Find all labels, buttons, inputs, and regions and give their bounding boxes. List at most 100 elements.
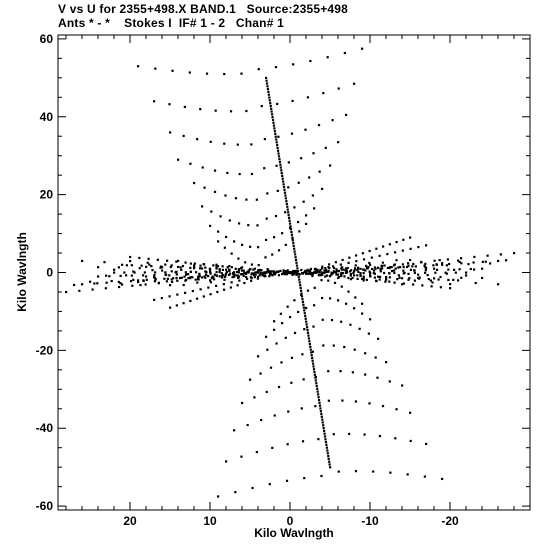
uv-point bbox=[246, 277, 249, 280]
uv-point bbox=[412, 283, 415, 286]
uv-point bbox=[377, 275, 380, 278]
uv-point bbox=[184, 261, 187, 264]
uv-point bbox=[394, 437, 397, 440]
uv-point bbox=[328, 266, 331, 270]
uv-point bbox=[430, 285, 433, 288]
uv-point bbox=[180, 268, 183, 271]
uv-point bbox=[381, 404, 385, 408]
uv-point bbox=[395, 240, 398, 244]
uv-point bbox=[319, 407, 322, 410]
uv-point bbox=[198, 275, 201, 278]
uv-point bbox=[132, 278, 135, 281]
uv-point bbox=[285, 479, 289, 482]
uv-point bbox=[195, 271, 198, 274]
uv-point bbox=[260, 104, 263, 108]
uv-point bbox=[306, 328, 309, 332]
uv-point bbox=[243, 271, 246, 274]
uv-point bbox=[151, 269, 154, 272]
uv-point bbox=[441, 262, 444, 265]
uv-point bbox=[276, 149, 280, 152]
uv-point bbox=[228, 269, 231, 273]
y-tick-label: 60 bbox=[40, 32, 54, 46]
uv-point bbox=[412, 262, 415, 265]
uv-point bbox=[121, 263, 124, 266]
uv-point bbox=[282, 183, 285, 186]
uv-point bbox=[241, 269, 244, 272]
uv-point bbox=[409, 258, 412, 262]
uv-point bbox=[261, 271, 264, 275]
uv-point bbox=[307, 337, 311, 340]
uv-point bbox=[298, 273, 301, 276]
uv-point bbox=[301, 300, 305, 304]
uv-point bbox=[267, 93, 270, 96]
uv-point bbox=[276, 102, 279, 106]
uv-point bbox=[177, 158, 180, 161]
uv-point bbox=[249, 276, 252, 279]
uv-point bbox=[322, 344, 325, 347]
uv-point bbox=[446, 258, 449, 261]
uv-point bbox=[467, 263, 470, 266]
uv-point bbox=[226, 171, 229, 174]
uv-point bbox=[304, 314, 307, 318]
uv-point bbox=[317, 124, 321, 127]
uv-point bbox=[473, 268, 476, 271]
uv-point bbox=[399, 266, 402, 269]
uv-point bbox=[180, 276, 183, 279]
uv-point bbox=[325, 269, 328, 272]
uv-point bbox=[454, 271, 457, 274]
uv-point bbox=[271, 446, 274, 449]
uv-point bbox=[315, 384, 318, 388]
uv-point bbox=[337, 87, 340, 90]
uv-point bbox=[223, 246, 226, 249]
uv-point bbox=[434, 271, 437, 274]
uv-point bbox=[279, 166, 282, 169]
uv-point bbox=[324, 267, 327, 270]
uv-point bbox=[309, 271, 312, 274]
uv-point bbox=[105, 281, 108, 284]
uv-point bbox=[282, 186, 286, 189]
uv-point bbox=[344, 269, 347, 272]
uv-point bbox=[293, 331, 297, 335]
uv-point bbox=[499, 253, 502, 256]
uv-point bbox=[505, 259, 508, 262]
uv-point bbox=[271, 274, 274, 277]
uv-point bbox=[163, 277, 166, 280]
uv-point bbox=[217, 495, 220, 498]
uv-point bbox=[176, 293, 179, 296]
uv-point bbox=[274, 132, 277, 136]
uv-point bbox=[388, 243, 391, 246]
uv-point bbox=[324, 440, 328, 444]
uv-point bbox=[161, 269, 164, 272]
uv-point bbox=[306, 272, 309, 275]
uv-point bbox=[348, 432, 351, 436]
uv-point bbox=[263, 137, 266, 141]
uv-point bbox=[336, 270, 339, 273]
y-tick-label: -20 bbox=[36, 343, 54, 357]
uv-point bbox=[193, 264, 196, 267]
uv-point bbox=[229, 272, 232, 275]
uv-point bbox=[153, 276, 156, 280]
uv-point bbox=[277, 155, 281, 158]
uv-point bbox=[363, 433, 366, 436]
uv-point bbox=[119, 274, 122, 278]
uv-point bbox=[287, 214, 290, 217]
uv-point bbox=[484, 260, 487, 263]
uv-point bbox=[402, 266, 405, 269]
uv-point bbox=[265, 82, 269, 85]
uv-point bbox=[460, 257, 463, 260]
uv-point bbox=[322, 92, 325, 95]
uv-point bbox=[328, 460, 331, 463]
uv-point bbox=[300, 157, 303, 160]
uv-point bbox=[255, 450, 258, 454]
uv-point bbox=[354, 470, 358, 473]
uv-point bbox=[108, 275, 111, 278]
uv-point bbox=[362, 268, 365, 271]
uv-point bbox=[368, 402, 371, 405]
uv-point bbox=[234, 197, 238, 200]
uv-point bbox=[323, 429, 326, 432]
uv-point bbox=[363, 258, 366, 261]
uv-point bbox=[354, 264, 357, 267]
uv-point bbox=[275, 141, 278, 144]
uv-point bbox=[236, 270, 239, 274]
